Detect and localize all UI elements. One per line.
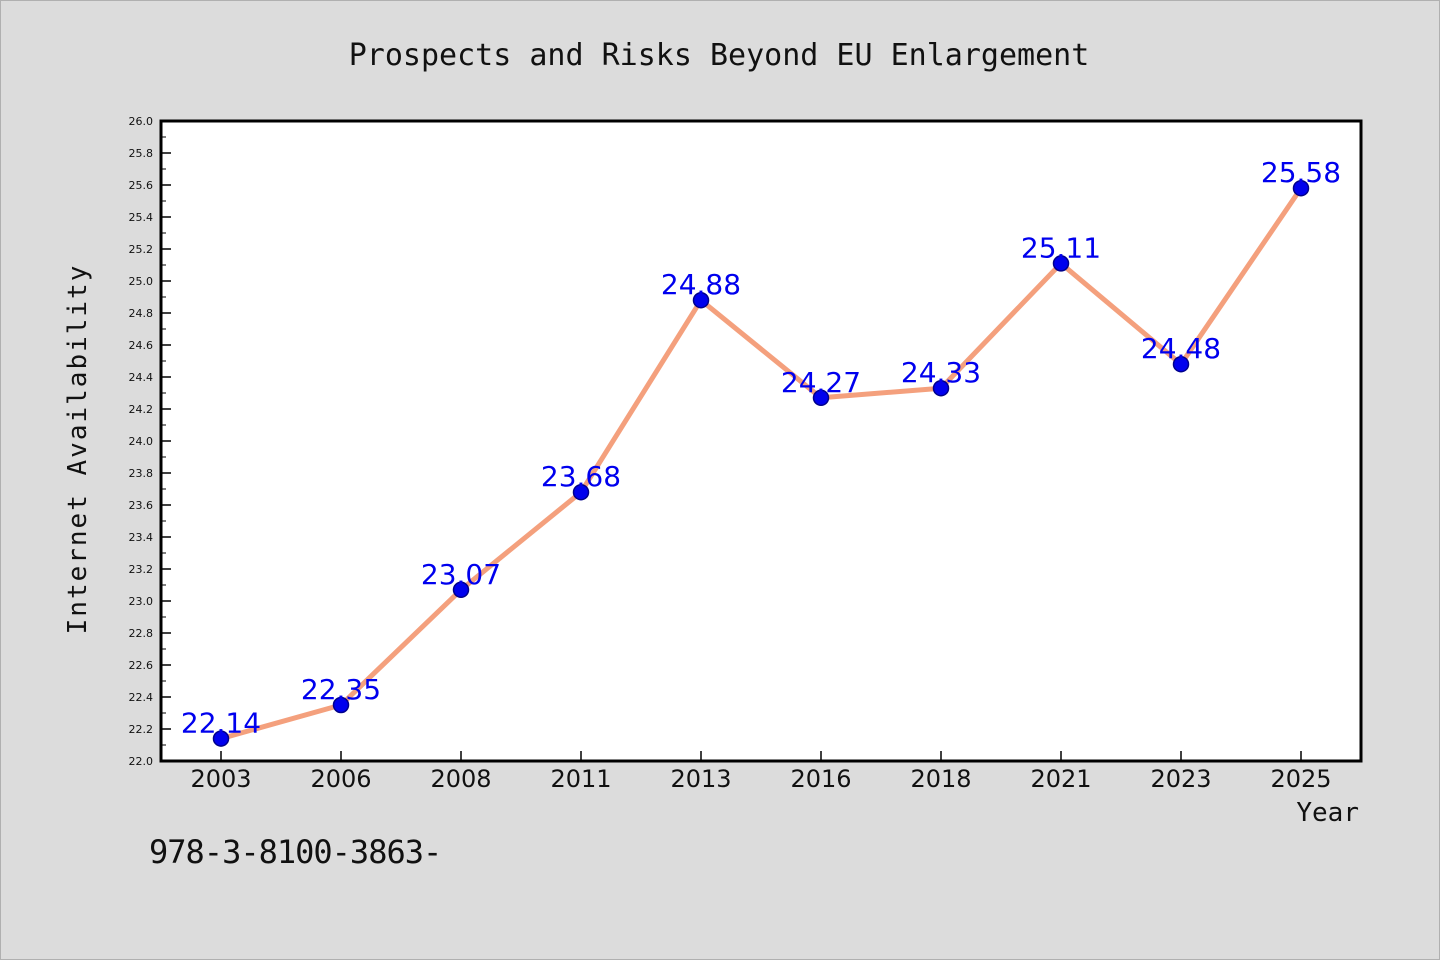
x-tick-label: 2003 (190, 765, 251, 793)
y-tick-label: 25.8 (129, 147, 154, 160)
y-tick-label: 24.8 (129, 307, 154, 320)
plot-area (159, 119, 1363, 763)
x-tick-label: 2025 (1270, 765, 1331, 793)
y-tick-label: 23.2 (129, 563, 154, 576)
x-tick-label: 2008 (430, 765, 491, 793)
x-axis-label: Year (1296, 798, 1359, 828)
y-tick-label: 24.0 (129, 435, 154, 448)
data-point (1292, 179, 1310, 197)
y-tick-label: 24.4 (129, 371, 154, 384)
x-tick-label: 2018 (910, 765, 971, 793)
x-tick-label: 2006 (310, 765, 371, 793)
data-point (332, 696, 350, 714)
data-label: 23.07 (421, 558, 501, 591)
data-label: 24.27 (781, 366, 861, 399)
y-tick-label: 22.2 (129, 723, 154, 736)
y-axis: 22.0 22.2 22.4 22.6 22.8 23.0 23.2 23.4 23.6 23.8… (129, 115, 171, 768)
x-tick-label: 2013 (670, 765, 731, 793)
data-point (692, 291, 710, 309)
data-label: 24.33 (901, 356, 981, 389)
data-point (812, 389, 830, 407)
y-tick-label: 25.2 (129, 243, 154, 256)
x-tick-label: 2011 (550, 765, 611, 793)
y-tick-label: 23.0 (129, 595, 154, 608)
data-label: 22.14 (181, 707, 261, 740)
y-tick-label: 25.0 (129, 275, 154, 288)
isbn-footer-text: 978-3-8100-3863- (149, 833, 442, 871)
series-layer: 22.14 22.35 23.07 23.68 24.88 24.27 24.33 25.11… (181, 156, 1341, 747)
y-tick-label: 24.2 (129, 403, 154, 416)
y-tick-label: 23.4 (129, 531, 154, 544)
data-point (452, 581, 470, 599)
data-point (572, 483, 590, 501)
y-tick-label: 23.6 (129, 499, 154, 512)
y-tick-label: 23.8 (129, 467, 154, 480)
y-tick-label: 25.6 (129, 179, 154, 192)
y-tick-label: 22.4 (129, 691, 154, 704)
chart-title: Prospects and Risks Beyond EU Enlargemen… (349, 38, 1090, 73)
data-label: 23.68 (541, 460, 621, 493)
data-label: 24.48 (1141, 332, 1221, 365)
y-tick-label: 22.0 (129, 755, 154, 768)
data-label: 24.88 (661, 268, 741, 301)
y-tick-label: 24.6 (129, 339, 154, 352)
data-label: 22.35 (301, 673, 381, 706)
x-axis: 2003 2006 2008 2011 2013 2016 2018 2021 2023 2025 (190, 751, 1332, 793)
y-tick-label: 25.4 (129, 211, 154, 224)
data-point (1172, 355, 1190, 373)
y-axis-label: Internet Availability (63, 264, 93, 635)
x-tick-label: 2016 (790, 765, 851, 793)
y-tick-label: 22.6 (129, 659, 154, 672)
y-tick-label: 22.8 (129, 627, 154, 640)
data-label: 25.11 (1021, 231, 1101, 264)
y-tick-label: 26.0 (129, 115, 154, 128)
data-label: 25.58 (1261, 156, 1341, 189)
x-tick-label: 2021 (1030, 765, 1091, 793)
x-tick-label: 2023 (1150, 765, 1211, 793)
data-point (932, 379, 950, 397)
data-point (212, 730, 230, 747)
data-point (1052, 255, 1070, 272)
series-line (218, 185, 1304, 742)
